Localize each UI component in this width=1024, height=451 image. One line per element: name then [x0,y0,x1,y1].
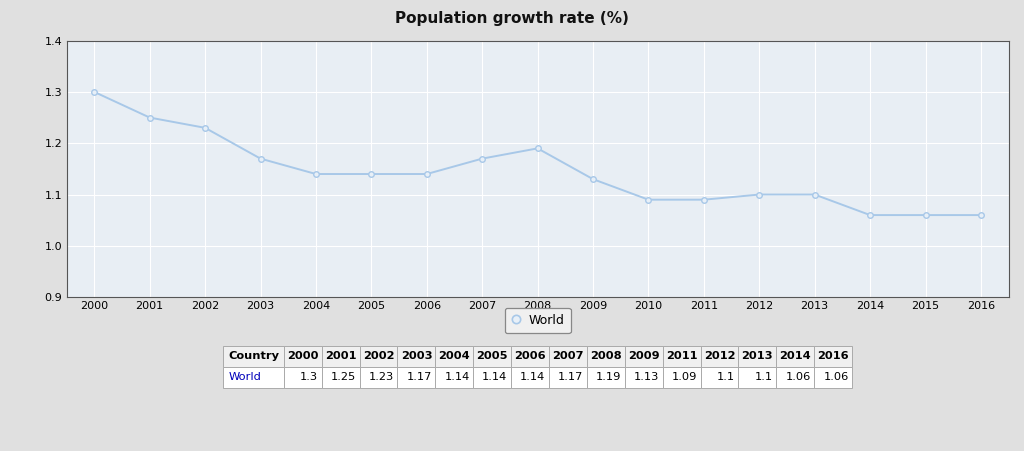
Text: Population growth rate (%): Population growth rate (%) [395,11,629,26]
X-axis label: Year: Year [521,316,554,328]
Legend: World: World [505,308,570,333]
